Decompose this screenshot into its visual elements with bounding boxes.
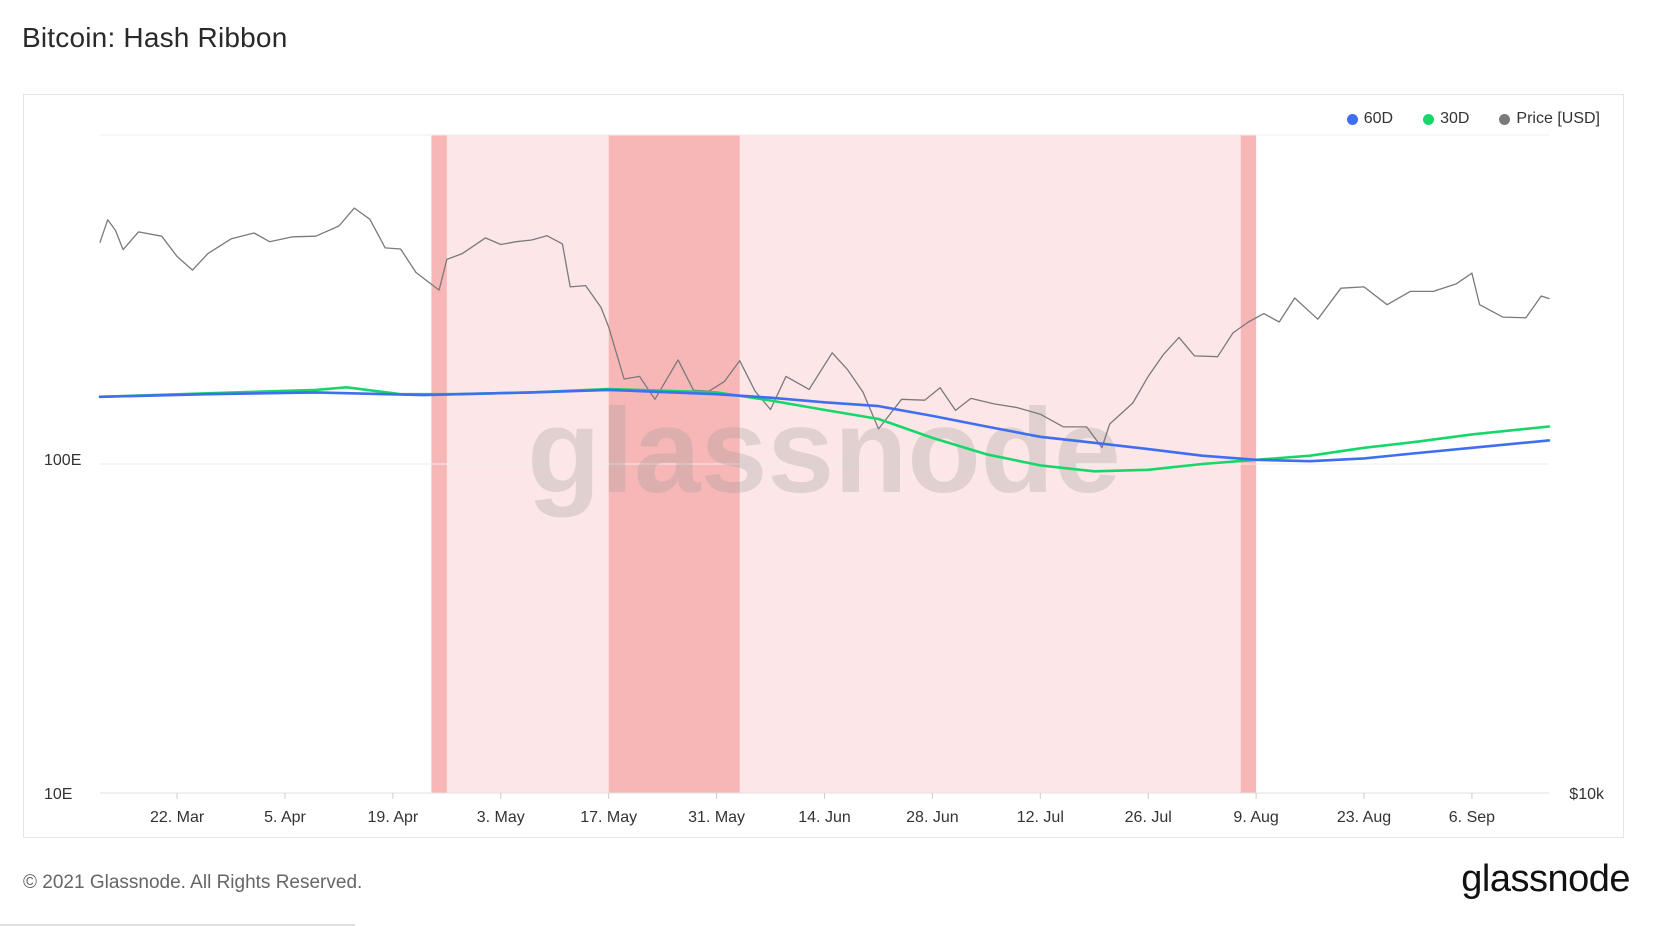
x-tick-label: 23. Aug: [1337, 809, 1391, 826]
series-line-price: [99, 207, 1550, 449]
y-tick-label-100E: 100E: [44, 452, 81, 469]
chart-legend: 60D 30D Price [USD]: [1346, 110, 1600, 128]
x-tick-label: 12. Jul: [1017, 809, 1064, 826]
x-tick-label: 3. May: [477, 809, 525, 826]
legend-label: Price [USD]: [1516, 110, 1600, 127]
x-tick-label: 6. Sep: [1449, 809, 1495, 826]
x-tick-label: 14. Jun: [798, 809, 850, 826]
legend-marker: [1423, 113, 1435, 125]
x-tick-label: 5. Apr: [264, 809, 306, 826]
watermark: glassnode: [527, 384, 1121, 518]
page-title: Bitcoin: Hash Ribbon: [22, 22, 288, 53]
x-tick-label: 28. Jun: [906, 809, 958, 826]
series-line-60D: [98, 388, 1551, 463]
copyright-notice: © 2021 Glassnode. All Rights Reserved.: [23, 872, 363, 893]
x-tick-label: 17. May: [580, 809, 637, 826]
y-right-tick-label-10k: $10k: [1569, 786, 1605, 803]
legend-item-price[interactable]: Price [USD]: [1499, 110, 1600, 128]
x-tick-label: 9. Aug: [1233, 809, 1278, 826]
y-tick-label-10E: 10E: [44, 786, 72, 803]
legend-marker: [1499, 113, 1511, 125]
x-tick-label: 26. Jul: [1125, 809, 1172, 826]
divider: [0, 924, 355, 926]
legend-item-30D[interactable]: 30D: [1423, 110, 1469, 128]
legend-item-60D[interactable]: 60D: [1346, 110, 1394, 128]
x-tick-label: 31. May: [688, 809, 745, 826]
legend-label: 60D: [1363, 110, 1394, 127]
legend-label: 30D: [1440, 110, 1470, 127]
chart-frame: [23, 94, 1624, 838]
x-tick-label: 19. Apr: [368, 809, 419, 826]
glassnode-logo[interactable]: glassnode: [1461, 858, 1630, 900]
legend-marker: [1346, 113, 1358, 125]
x-tick-label: 22. Mar: [150, 809, 205, 826]
